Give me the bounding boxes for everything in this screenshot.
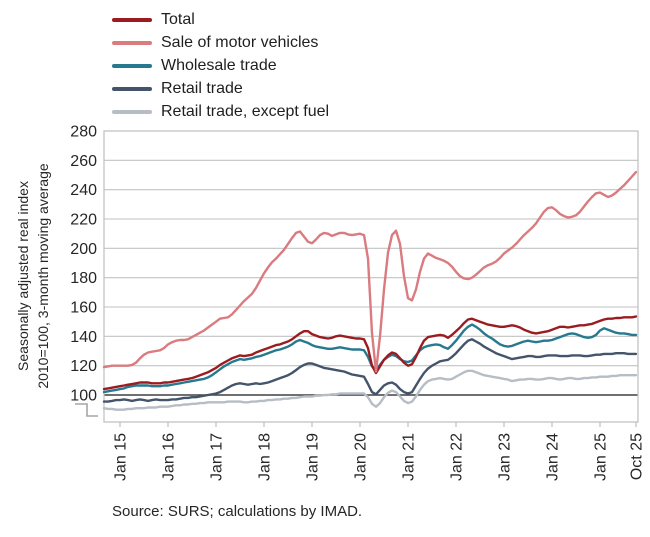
- y-axis-title-line2: 2010=100, 3-month moving average: [35, 163, 51, 389]
- svg-text:Jan 24: Jan 24: [545, 433, 562, 481]
- source-note: Source: SURS; calculations by IMAD.: [112, 503, 363, 520]
- svg-text:Oct 25: Oct 25: [629, 433, 646, 480]
- legend-label: Retail trade: [161, 79, 243, 97]
- legend-item-motor-vehicles: Sale of motor vehicles: [112, 31, 329, 54]
- legend-item-retail-except-fuel: Retail trade, except fuel: [112, 100, 329, 123]
- svg-text:260: 260: [70, 153, 97, 170]
- legend-label: Wholesale trade: [161, 56, 277, 74]
- data-series: [102, 170, 638, 411]
- series-line-retail-trade-except-fuel: [102, 369, 638, 411]
- legend-label: Sale of motor vehicles: [161, 33, 319, 51]
- legend-line-swatch: [112, 109, 152, 114]
- x-tick-labels: Jan 15 Jan 16 Jan 17 Jan 18 Jan 19 Jan 20 Jan …: [113, 422, 646, 481]
- svg-text:100: 100: [70, 388, 97, 405]
- legend-item-retail: Retail trade: [112, 77, 329, 100]
- y-axis-title: Seasonally adjusted real index 2010=100,…: [13, 126, 53, 426]
- svg-text:Jan 17: Jan 17: [209, 433, 226, 481]
- svg-text:Jan 20: Jan 20: [353, 433, 370, 481]
- legend-item-total: Total: [112, 8, 329, 31]
- plot-border: [103, 130, 639, 423]
- svg-text:220: 220: [70, 212, 97, 229]
- axis-break-icon: [75, 403, 98, 417]
- legend: Total Sale of motor vehicles Wholesale t…: [112, 8, 329, 123]
- svg-text:Jan 22: Jan 22: [449, 433, 466, 481]
- svg-text:200: 200: [70, 241, 97, 258]
- svg-text:140: 140: [70, 329, 97, 346]
- series-line-total: [102, 315, 638, 391]
- svg-text:Jan 19: Jan 19: [305, 433, 322, 481]
- legend-item-wholesale: Wholesale trade: [112, 54, 329, 77]
- legend-line-swatch: [112, 17, 152, 22]
- legend-label: Retail trade, except fuel: [161, 102, 330, 120]
- svg-text:120: 120: [70, 358, 97, 375]
- series-line-retail-trade: [102, 338, 638, 403]
- svg-text:Jan 16: Jan 16: [161, 433, 178, 481]
- legend-label: Total: [161, 10, 195, 28]
- svg-text:Jan 18: Jan 18: [257, 433, 274, 481]
- svg-text:Jan 15: Jan 15: [113, 433, 130, 481]
- svg-text:Jan 23: Jan 23: [497, 433, 514, 481]
- y-tick-labels: 280 260 240 220 200 180 160 140 120 100: [70, 124, 97, 405]
- svg-text:Jan 25: Jan 25: [593, 433, 610, 481]
- legend-line-swatch: [112, 40, 152, 45]
- svg-text:160: 160: [70, 300, 97, 317]
- series-line-sale-of-motor-vehicles: [102, 170, 638, 373]
- svg-text:Jan 21: Jan 21: [401, 433, 418, 481]
- legend-line-swatch: [112, 63, 152, 68]
- svg-text:280: 280: [70, 124, 97, 141]
- legend-line-swatch: [112, 86, 152, 91]
- svg-text:240: 240: [70, 182, 97, 199]
- y-axis-title-line1: Seasonally adjusted real index: [15, 181, 31, 371]
- svg-text:180: 180: [70, 270, 97, 287]
